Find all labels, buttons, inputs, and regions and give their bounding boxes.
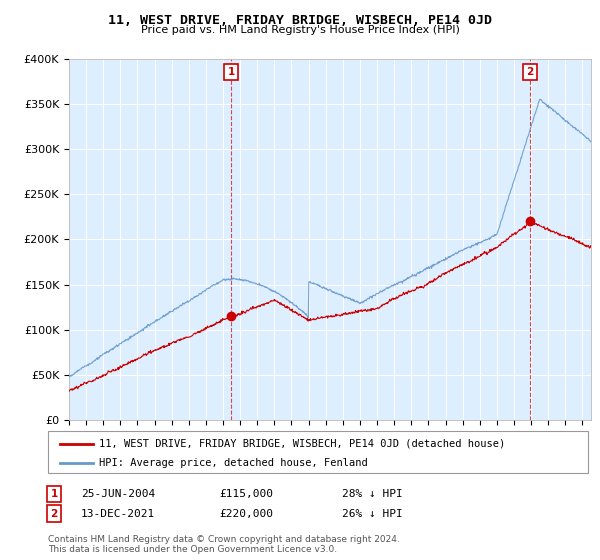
Text: 2: 2 <box>50 508 58 519</box>
Text: £115,000: £115,000 <box>219 489 273 499</box>
Text: £220,000: £220,000 <box>219 508 273 519</box>
Text: 2: 2 <box>527 67 534 77</box>
Text: 25-JUN-2004: 25-JUN-2004 <box>81 489 155 499</box>
Text: 1: 1 <box>227 67 235 77</box>
Text: 11, WEST DRIVE, FRIDAY BRIDGE, WISBECH, PE14 0JD: 11, WEST DRIVE, FRIDAY BRIDGE, WISBECH, … <box>108 14 492 27</box>
Text: HPI: Average price, detached house, Fenland: HPI: Average price, detached house, Fenl… <box>99 458 368 468</box>
Text: 11, WEST DRIVE, FRIDAY BRIDGE, WISBECH, PE14 0JD (detached house): 11, WEST DRIVE, FRIDAY BRIDGE, WISBECH, … <box>99 439 505 449</box>
Text: 1: 1 <box>50 489 58 499</box>
Text: 28% ↓ HPI: 28% ↓ HPI <box>342 489 403 499</box>
Text: Price paid vs. HM Land Registry's House Price Index (HPI): Price paid vs. HM Land Registry's House … <box>140 25 460 35</box>
Text: 13-DEC-2021: 13-DEC-2021 <box>81 508 155 519</box>
Text: 26% ↓ HPI: 26% ↓ HPI <box>342 508 403 519</box>
Text: Contains HM Land Registry data © Crown copyright and database right 2024.
This d: Contains HM Land Registry data © Crown c… <box>48 535 400 554</box>
